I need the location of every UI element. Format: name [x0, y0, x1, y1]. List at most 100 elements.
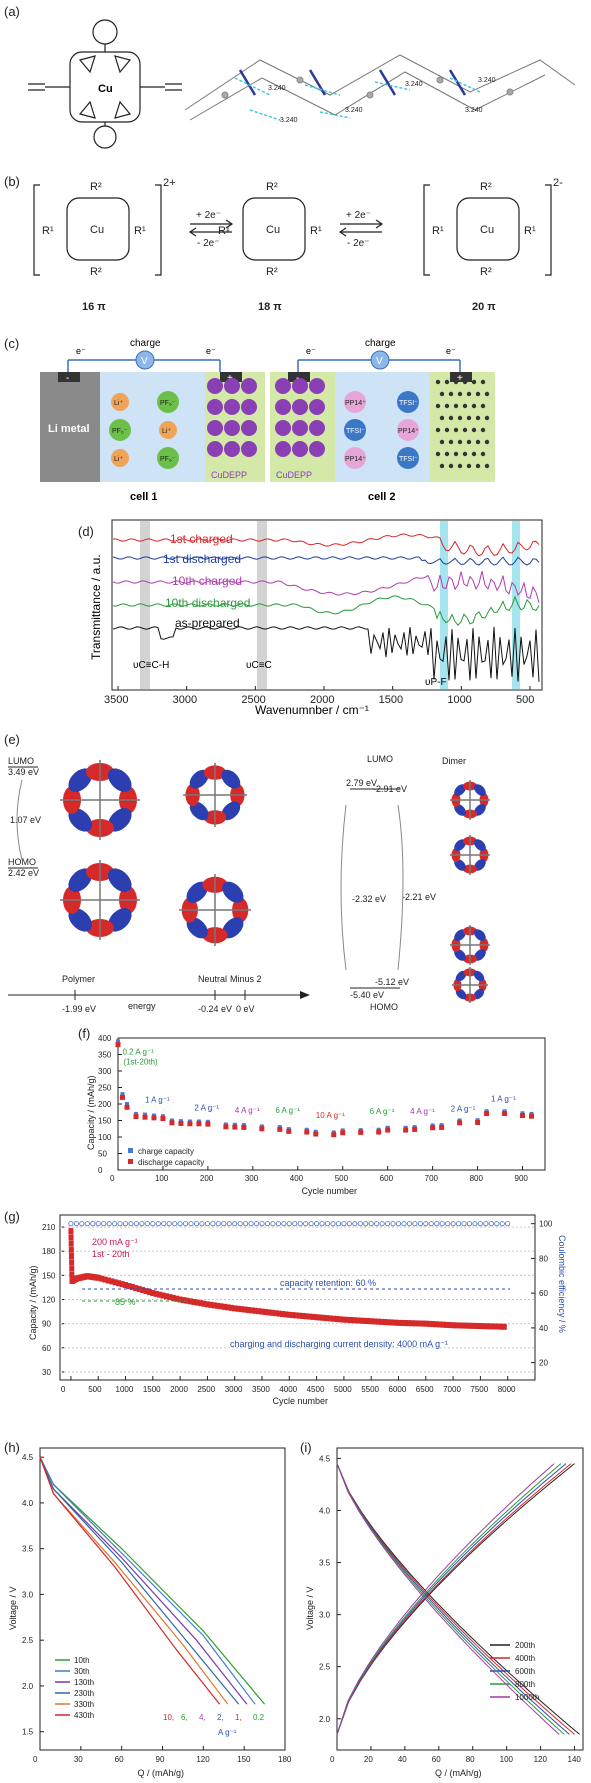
capacity-point — [177, 1296, 183, 1303]
capacity-point — [116, 1280, 122, 1287]
orbital-lobe — [474, 804, 486, 816]
capacity-point — [300, 1313, 306, 1320]
capacity-point — [225, 1304, 231, 1311]
discharge-point — [241, 1124, 247, 1130]
cudepp-particle — [207, 399, 223, 415]
axis-polymer-energy: -1.99 eV — [62, 1004, 96, 1014]
y-tick-label: 0 — [98, 1166, 103, 1175]
orbital-lobe — [221, 801, 241, 821]
x-tick-label: 0 — [330, 1755, 335, 1764]
graphite-dot — [457, 415, 463, 421]
capacity-point — [402, 1320, 408, 1327]
capacity-point — [406, 1320, 412, 1327]
y-tick-label: 4.0 — [22, 1499, 34, 1508]
rate-annotation: 1 A g⁻¹ — [145, 1095, 170, 1104]
discharge-point — [115, 1042, 121, 1048]
capacity-point — [143, 1288, 149, 1295]
distance-label: 3.240 — [405, 81, 423, 88]
discharge-point — [475, 1119, 481, 1125]
ce-point — [472, 1221, 478, 1227]
gap-left: 1.07 eV — [10, 815, 41, 825]
ce-point — [445, 1221, 451, 1227]
x-tick-label: 6500 — [416, 1385, 434, 1394]
electron-label: e⁻ — [446, 346, 456, 356]
charge-label: charge — [130, 338, 161, 349]
cudepp-structure: Cu 3.240 3.240 3.240 3.240 3.240 3.240 — [28, 19, 576, 149]
cudepp-particle — [275, 420, 291, 436]
x-tick-label: 1500 — [143, 1385, 161, 1394]
x-tick-label: 3500 — [252, 1385, 270, 1394]
electron-count: 16 π — [82, 301, 106, 313]
ce-point — [488, 1221, 494, 1227]
y-tick-label: 210 — [42, 1223, 56, 1232]
capacity-point — [201, 1300, 207, 1307]
voltage-profile-chart-i: 2.0 2.5 3.0 3.5 4.0 4.5 0 20 40 60 80 100 120 140 200t… — [305, 1447, 584, 1778]
distance-label: 3.240 — [268, 85, 286, 92]
capacity-point — [167, 1294, 173, 1301]
x-tick-label: 900 — [515, 1174, 529, 1183]
ion-label: Li⁺ — [114, 456, 123, 463]
panel-b-label: (b) — [4, 174, 20, 189]
charge-point — [133, 1111, 138, 1116]
capacity-point — [112, 1279, 118, 1286]
x-tick-label: 2500 — [241, 694, 265, 706]
capacity-point — [259, 1308, 265, 1315]
ftir-trace-0 — [113, 533, 540, 557]
discharge-point — [304, 1129, 310, 1135]
charge-curve — [336, 1463, 555, 1735]
graphite-dot — [475, 415, 481, 421]
legend-discharge-marker — [128, 1159, 133, 1164]
x-tick-label: 300 — [245, 1174, 259, 1183]
ce-point — [106, 1221, 112, 1227]
orbital-lobe — [189, 769, 209, 789]
capacity-point — [416, 1320, 422, 1327]
discharge-curve — [336, 1463, 565, 1735]
y2-tick-label: 100 — [539, 1220, 553, 1229]
charge-point — [120, 1092, 125, 1097]
capacity-point — [484, 1323, 490, 1330]
capacity-point — [471, 1322, 477, 1329]
x-tick-label: 100 — [500, 1755, 514, 1764]
cell-title: cell 1 — [130, 491, 158, 503]
electron-count: 20 π — [472, 301, 496, 313]
x-tick-label: 150 — [237, 1755, 251, 1764]
capacity-point — [334, 1316, 340, 1323]
graphite-dot — [462, 379, 468, 385]
discharge-point — [119, 1094, 125, 1100]
capacity-point — [303, 1313, 309, 1320]
ce-point — [363, 1221, 369, 1227]
orbital-lobe — [474, 859, 486, 871]
x-tick-label: 2500 — [197, 1385, 215, 1394]
distance-label: 3.240 — [345, 107, 363, 114]
x-tick-label: 20 — [364, 1755, 373, 1764]
ion-label: Li⁺ — [114, 400, 123, 407]
ce-point — [494, 1221, 500, 1227]
orbital-lobe — [454, 804, 466, 816]
cudepp-particle — [292, 378, 308, 394]
graphite-dot — [475, 439, 481, 445]
orbital-lobe — [221, 769, 241, 789]
rate-annotation: 2 A g⁻¹ — [194, 1104, 219, 1113]
ion-label: PP14⁺ — [398, 428, 419, 435]
ce-point — [237, 1221, 243, 1227]
legend-10th-discharged: 10th discharged — [165, 596, 250, 610]
rate-annotation: 4 A g⁻¹ — [410, 1107, 435, 1116]
cudepp-particle — [292, 441, 308, 457]
capacity-point — [109, 1278, 115, 1285]
electron-count: 18 π — [258, 301, 282, 313]
charge-point — [116, 1039, 120, 1044]
ce-point — [144, 1221, 150, 1227]
annotation: 85 % — [115, 1297, 136, 1307]
graphite-dot — [466, 391, 472, 397]
capacity-point — [467, 1322, 473, 1329]
cathode-label: CuDEPP — [211, 470, 247, 480]
capacity-point — [368, 1318, 374, 1325]
discharge-point — [259, 1126, 265, 1132]
orbital-lobe — [108, 808, 132, 832]
lumo-right: LUMO — [367, 754, 393, 764]
panel-g: (g) 30 60 90 120 150 180 210 20 40 60 80 100 0 500 100… — [0, 1205, 591, 1430]
graphite-dot — [439, 439, 445, 445]
voltage-curve — [39, 1456, 240, 1705]
y-tick-label: 2.0 — [319, 1715, 331, 1724]
capacity-point — [413, 1320, 419, 1327]
